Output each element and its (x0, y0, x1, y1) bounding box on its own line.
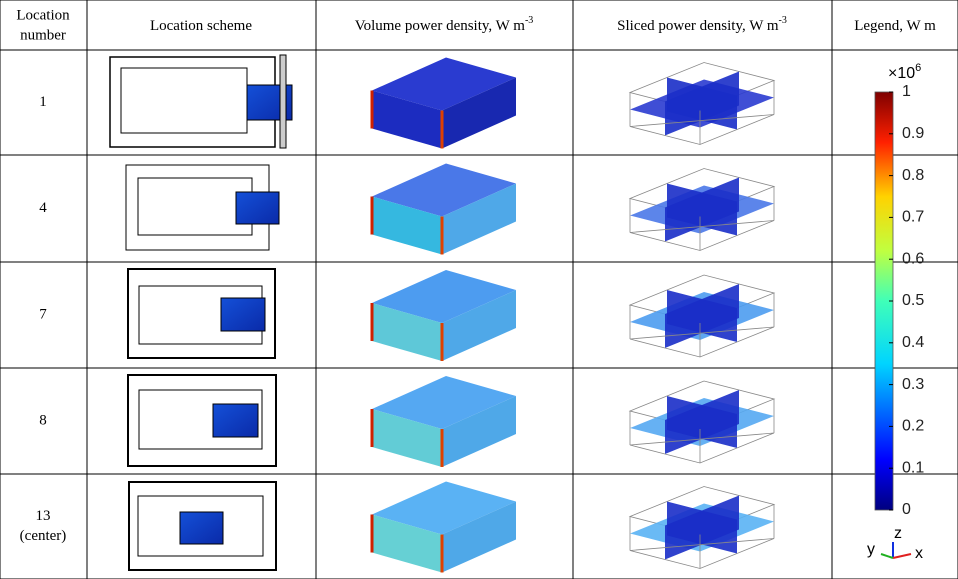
row-note: (center) (20, 528, 67, 544)
colorbar-tick-label: 0.7 (902, 209, 924, 226)
table-content: Location number Location scheme Volume powe… (16, 7, 936, 572)
header-text: Legend, W m (854, 18, 936, 34)
axis-label: x (915, 545, 923, 562)
header-cell: Volume power density, W m-3 (355, 15, 534, 34)
colorbar-tick-label: 0.1 (902, 459, 924, 476)
scheme-inductor (236, 192, 279, 224)
header-text: Location scheme (150, 18, 252, 34)
legend-multiplier: ×106 (888, 62, 921, 82)
row-label: 8 (39, 412, 47, 428)
colorbar-tick-label: 0.5 (902, 292, 924, 309)
scheme-inductor (221, 298, 265, 331)
axis-y (881, 554, 893, 558)
header-cell: Legend, W m (854, 18, 936, 34)
header-cell: Location (16, 7, 70, 23)
colorbar-tick-label: 0.4 (902, 334, 924, 351)
colorbar-tick-label: 0.9 (902, 125, 924, 142)
axis-label: z (894, 525, 902, 542)
colorbar-tick-label: 1 (902, 83, 911, 100)
scheme-inner (138, 178, 252, 235)
scheme-inner (121, 68, 247, 133)
colorbar-tick-label: 0.6 (902, 250, 924, 267)
colorbar-tick-label: 0.3 (902, 376, 924, 393)
colorbar-tick-label: 0.8 (902, 167, 924, 184)
row-label: 13 (36, 508, 51, 524)
row-label: 1 (39, 94, 47, 110)
header-text: Sliced power density, W m (617, 18, 779, 34)
colorbar-tick-label: 0.2 (902, 418, 924, 435)
multiplier-exponent: 6 (915, 62, 921, 74)
row-label: 7 (39, 306, 47, 322)
scheme-inductor (213, 404, 258, 437)
scheme-bar (280, 55, 286, 148)
axis-label: y (867, 541, 875, 558)
header-superscript: -3 (525, 15, 533, 26)
row-label: 4 (39, 200, 47, 216)
header-text: Volume power density, W m (355, 18, 526, 34)
figure-table: Location number Location scheme Volume powe… (0, 0, 958, 579)
multiplier-text: ×10 (888, 65, 915, 82)
colorbar-tick-label: 0 (902, 501, 911, 518)
scheme-inductor (180, 512, 223, 544)
axis-x (893, 554, 911, 558)
header-cell: number (20, 27, 66, 43)
header-cell: Sliced power density, W m-3 (617, 15, 787, 34)
header-superscript: -3 (779, 15, 787, 26)
header-cell: Location scheme (150, 18, 252, 34)
